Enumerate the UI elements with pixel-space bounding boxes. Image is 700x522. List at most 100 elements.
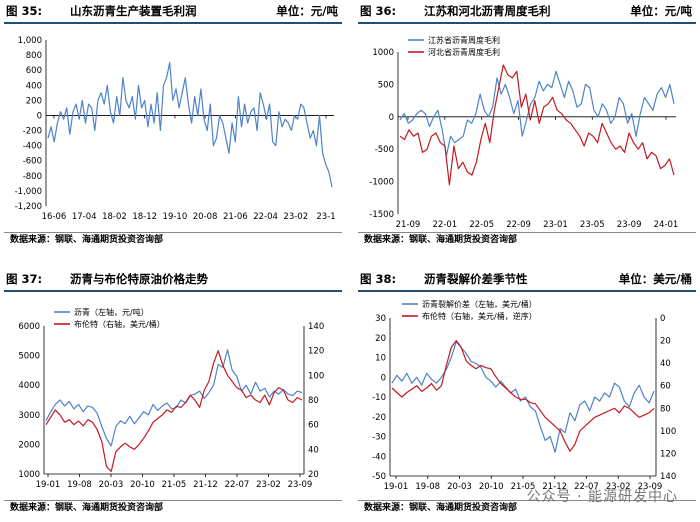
chart-panel-fig37: 图 37: 沥青与布伦特原油价格走势 6000 5000 4000 3000 2000 1… [4,270,342,520]
y-tick-label: -1,200 [15,202,42,212]
y2-tick-label: 80 [660,404,671,414]
y-tick-label: -1,000 [15,187,42,197]
y-tick-label: -600 [23,157,42,167]
chart-unit: 单位：元/吨 [276,4,338,18]
x-tick-label: 23-09 [617,220,642,230]
y-tick-label: -20 [372,413,386,423]
y-tick-label: -10 [372,393,386,403]
x-tick-label: 21-12 [542,482,567,492]
legend-label: 布伦特（右轴，美元/桶） [74,319,165,329]
x-tick-label: 23-02 [606,482,631,492]
x-tick-label: 23-01 [543,220,568,230]
y-tick-label: 500 [378,80,394,90]
x-tick-label: 22-07 [225,480,250,490]
chart-title: 沥青裂解价差季节性 [424,272,528,286]
x-tick-label: 23-1 [316,212,335,222]
chart-panel-fig35: 图 35: 山东沥青生产装置毛利润 单位：元/吨 1,000 800 600 400 2… [4,2,342,248]
y2-tick-label: 120 [660,449,676,459]
y2-tick-label: 140 [308,322,324,332]
legend-label: 河北省沥青周度毛利 [428,47,500,57]
x-tick-label: 20-03 [447,482,472,492]
series-line-1 [45,350,303,473]
x-tick-label: 23-02 [283,212,308,222]
figure-number: 图 38: [360,272,397,286]
chart-header: 图 36: 江苏和河北沥青周度毛利 单位：元/吨 [358,2,696,24]
y-tick-label: 400 [26,81,42,91]
x-tick-label: 20-10 [130,480,155,490]
line-chart-fig38: 3020100-10-20-30-40-50020406080100120140… [372,299,676,492]
y-tick-label: -50 [372,472,386,482]
y-tick-label: 1,000 [18,36,42,46]
x-tick-label: 21-09 [396,220,421,230]
y-tick-label: 200 [26,96,42,106]
x-tick-label: 21-05 [511,482,536,492]
chart-title: 江苏和河北沥青周度毛利 [424,4,551,18]
x-tick-label: 23-02 [256,480,281,490]
chart-title: 沥青与布伦特原油价格走势 [70,272,208,286]
series-line-1 [399,64,675,186]
x-tick-label: 20-10 [479,482,504,492]
x-tick-label: 22-05 [469,220,494,230]
y-tick-label: 3000 [18,411,40,421]
y-tick-label: -500 [375,145,394,155]
chart-header: 图 38: 沥青裂解价差季节性 单位：美元/桶 [358,270,696,292]
y-tick-label: 800 [26,51,42,61]
legend-label: 江苏省沥青周度毛利 [428,35,500,45]
y2-tick-label: 20 [660,337,671,347]
legend-label: 布伦特（右轴，美元/桶，逆序） [422,311,537,321]
x-tick-label: 17-04 [72,212,97,222]
y2-tick-label: 120 [308,347,324,357]
chart-title: 山东沥青生产装置毛利润 [70,4,197,18]
x-tick-label: 21-12 [193,480,218,490]
x-tick-label: 18-12 [132,212,157,222]
y2-tick-label: 40 [308,445,319,455]
x-tick-label: 23-09 [288,480,313,490]
legend-label: 沥青（左轴，元/吨） [74,307,149,317]
x-tick-label: 22-07 [574,482,599,492]
series-line-0 [391,341,655,453]
x-tick-label: 23-09 [638,482,663,492]
y2-tick-label: 60 [660,382,671,392]
x-tick-label: 23-05 [580,220,605,230]
x-tick-label: 19-08 [415,482,440,492]
source-note: 数据来源：钢联、海通期货投资咨询部 [358,500,696,515]
figure-number: 图 36: [360,4,397,18]
source-note: 数据来源：钢联、海通期货投资咨询部 [4,500,342,515]
watermark: 公众号 · 能源研发中心 [526,489,678,505]
x-tick-label: 20-08 [193,212,218,222]
series-line-0 [47,61,333,188]
y2-tick-label: 20 [308,470,319,480]
x-tick-label: 22-01 [433,220,458,230]
x-tick-label: 16-06 [42,212,67,222]
y-tick-label: 6000 [18,322,40,332]
legend-label: 沥青裂解价差（左轴，美元/桶） [422,299,537,309]
y-tick-label: -1500 [369,210,394,220]
x-tick-label: 22-09 [506,220,531,230]
y-tick-label: 20 [375,334,386,344]
x-tick-label: 21-05 [162,480,187,490]
figure-number: 图 35: [6,4,43,18]
chart-header: 图 37: 沥青与布伦特原油价格走势 [4,270,342,292]
chart-panel-fig38: 图 38: 沥青裂解价差季节性 单位：美元/桶 30 20 10 0 -10 -20 -30… [358,270,696,520]
x-tick-label: 18-02 [102,212,127,222]
y-tick-label: 10 [375,354,386,364]
y-tick-label: 5000 [18,352,40,362]
figure-number: 图 37: [6,272,43,286]
y2-tick-label: 40 [660,359,671,369]
y-tick-label: -30 [372,433,386,443]
y-tick-label: -40 [372,452,386,462]
y2-tick-label: 140 [660,472,676,482]
y-tick-label: 1000 [372,48,394,58]
series-line-1 [391,339,655,452]
series-line-0 [45,349,303,447]
x-tick-label: 19-10 [163,212,188,222]
chart-unit: 单位：元/吨 [630,4,692,18]
x-tick-label: 19-01 [384,482,409,492]
x-tick-label: 19-08 [67,480,92,490]
y2-tick-label: 80 [308,396,319,406]
line-chart-fig37: 6000 5000 4000 3000 2000 1000 140 120 100 80 60 40 2… [18,307,324,490]
y-tick-label: 0 [389,113,394,123]
x-tick-label: 20-03 [99,480,124,490]
chart-unit: 单位：美元/桶 [618,272,692,286]
y-tick-label: 4000 [18,381,40,391]
